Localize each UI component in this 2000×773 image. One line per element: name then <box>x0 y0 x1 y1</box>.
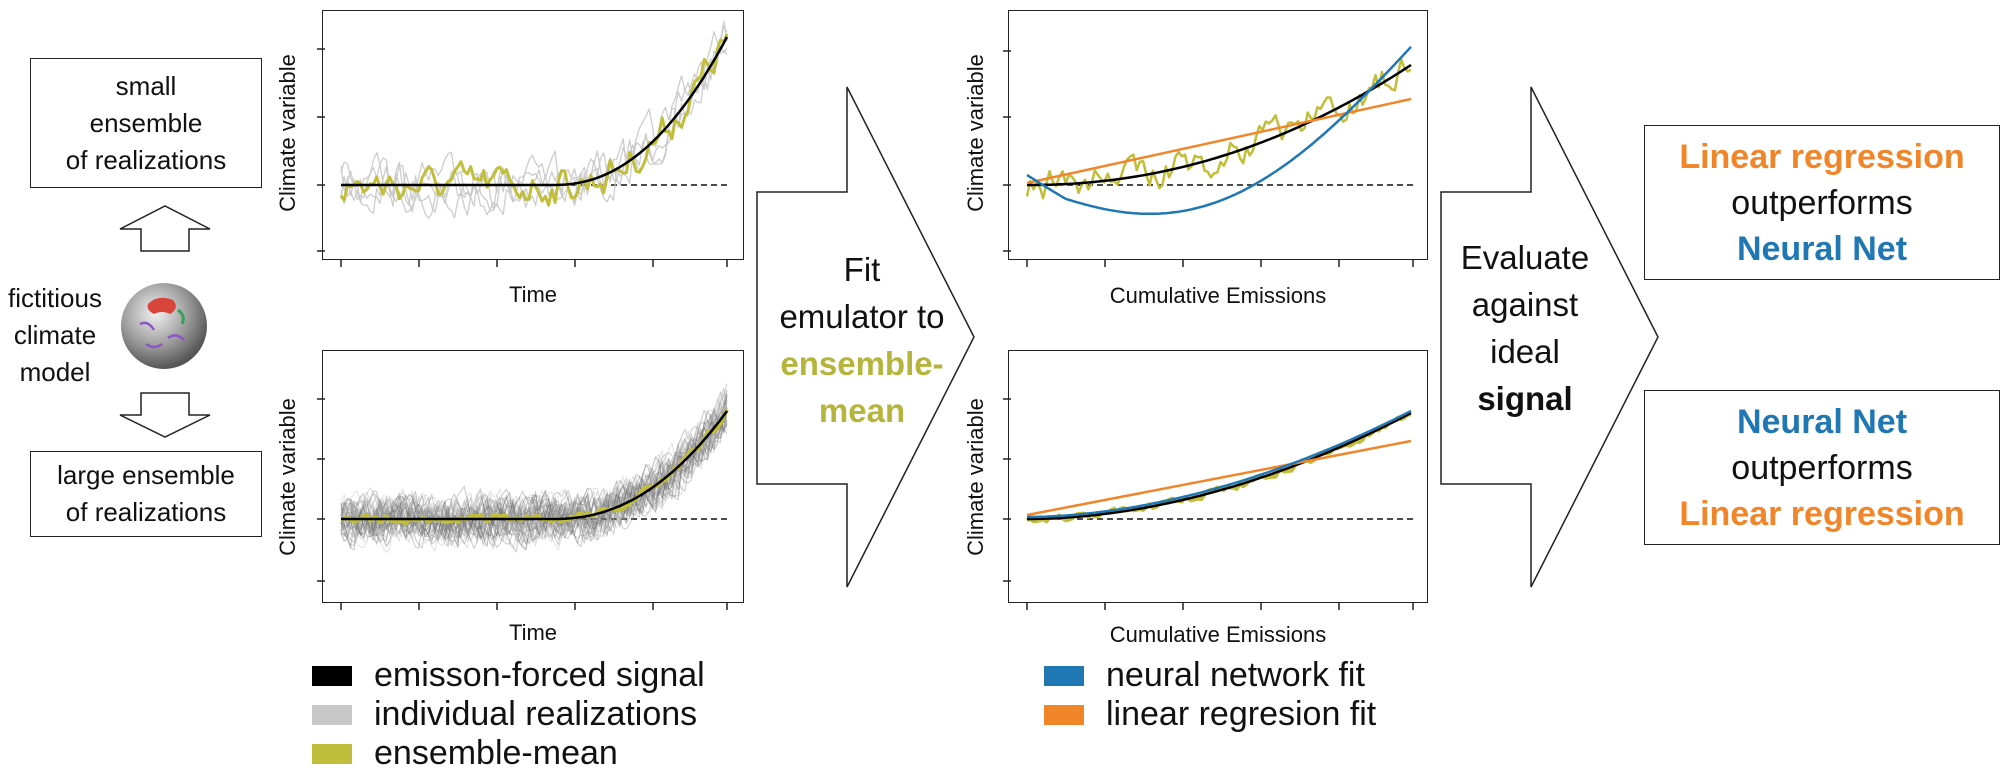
plot-small-ensemble <box>317 10 744 267</box>
legend-item-realizations: individual realizations <box>312 695 697 734</box>
realization-line <box>340 397 728 547</box>
small-ensemble-line3: of realizations <box>65 144 227 175</box>
fit-emulator-line1: Fit <box>843 251 881 288</box>
realization-line <box>340 421 728 547</box>
realization-line <box>340 424 728 549</box>
fit-emulator-line3: ensemble- <box>780 345 944 382</box>
realization-line <box>340 409 728 547</box>
small-ensemble-box: small ensemble of realizations <box>30 58 262 188</box>
fit-emulator-arrow <box>756 86 975 588</box>
realization-line <box>340 412 728 544</box>
plot-large-fit <box>1003 350 1428 610</box>
realization-line <box>340 407 728 546</box>
plot-large-fit-canvas <box>1003 398 1415 610</box>
result-bottom-line3: Linear regression <box>1679 494 1965 533</box>
legend-swatch-ensemble-mean <box>312 743 352 764</box>
x-axis-label-emissions-top: Cumulative Emissions <box>1109 283 1327 308</box>
realization-line <box>340 391 728 552</box>
evaluate-arrow <box>1440 86 1659 588</box>
legend-label-ensemble-mean: ensemble-mean <box>374 734 618 772</box>
fit-emulator-line4: mean <box>818 392 906 429</box>
realization-line <box>340 393 728 541</box>
legend-label-signal: emisson-forced signal <box>374 656 705 694</box>
signal-line <box>1027 63 1412 187</box>
realization-line <box>340 395 728 545</box>
ensemble-mean-line <box>1026 412 1412 524</box>
y-axis-label: Climate variable <box>275 398 300 556</box>
legend-swatch-linear <box>1044 704 1084 725</box>
legend-item-signal: emisson-forced signal <box>312 656 705 695</box>
realization-line <box>340 400 728 550</box>
x-axis-label-time-top: Time <box>508 282 558 307</box>
evaluate-line4: signal <box>1477 380 1573 417</box>
realization-line <box>340 413 728 547</box>
legend-swatch-neural-net <box>1044 665 1084 686</box>
plot-large-ensemble <box>317 350 744 610</box>
legend-item-linear: linear regresion fit <box>1044 695 1376 734</box>
plot-small-fit-canvas <box>1003 45 1415 267</box>
y-axis-label: Climate variable <box>275 54 300 212</box>
evaluate-text: Evaluate against ideal signal <box>1436 234 1614 422</box>
fit-emulator-line2: emulator to <box>779 298 945 335</box>
realization-line <box>340 407 728 545</box>
plot-small-fit <box>1003 10 1428 267</box>
plot-large-ensemble-canvas <box>317 383 731 610</box>
realization-line <box>340 387 728 537</box>
signal-line <box>1027 411 1412 521</box>
model-label-line1: fictitious <box>8 283 102 313</box>
realization-line <box>340 424 728 543</box>
realization-line <box>340 403 728 548</box>
legend-swatch-signal <box>312 665 352 686</box>
y-axis-label: Climate variable <box>963 54 988 212</box>
legend-label-realizations: individual realizations <box>374 695 698 733</box>
result-bottom-line2: outperforms <box>1731 448 1913 487</box>
linear-fit-line <box>1026 439 1412 517</box>
legend-item-ensemble-mean: ensemble-mean <box>312 734 618 773</box>
result-box-bottom: Neural Net outperforms Linear regression <box>1644 390 2000 545</box>
result-bottom-line1: Neural Net <box>1736 402 1908 441</box>
realization-line <box>340 419 728 553</box>
realization-line <box>340 388 728 542</box>
evaluate-line2: against <box>1471 286 1579 323</box>
realization-line <box>340 390 728 548</box>
plot-small-ensemble-canvas <box>317 20 731 267</box>
realization-line <box>340 45 728 219</box>
neural-net-fit-line <box>1026 45 1412 216</box>
legend-label-linear: linear regresion fit <box>1106 695 1377 733</box>
small-ensemble-line1: small <box>115 70 177 101</box>
result-top-line1: Linear regression <box>1679 137 1965 176</box>
result-box-top: Linear regression outperforms Neural Net <box>1644 125 2000 280</box>
ensemble-mean-line <box>1025 58 1412 200</box>
result-top-line2: outperforms <box>1731 183 1913 222</box>
legend-swatch-realizations <box>312 704 352 725</box>
result-top-line3: Neural Net <box>1736 229 1908 268</box>
large-ensemble-line2: of realizations <box>65 497 227 527</box>
realization-line <box>340 420 728 543</box>
legend-label-neural-net: neural network fit <box>1106 656 1365 694</box>
model-label: fictitious climate model <box>0 280 110 391</box>
large-ensemble-box: large ensemble of realizations <box>30 451 262 537</box>
down-arrow-icon <box>119 392 211 438</box>
realization-line <box>340 412 728 553</box>
legend-item-neural-net: neural network fit <box>1044 656 1365 695</box>
x-axis-label-emissions-bottom: Cumulative Emissions <box>1109 622 1327 647</box>
neural-net-fit-line <box>1027 409 1412 519</box>
model-label-line2: climate <box>13 320 97 350</box>
realization-line <box>340 412 728 543</box>
large-ensemble-line1: large ensemble <box>57 460 235 490</box>
signal-line <box>341 36 729 187</box>
signal-line <box>341 410 729 521</box>
x-axis-label-time-bottom: Time <box>508 620 558 645</box>
evaluate-line3: ideal <box>1490 333 1560 370</box>
model-label-line3: model <box>19 357 91 387</box>
realization-line <box>340 412 728 544</box>
realization-line <box>340 25 728 219</box>
evaluate-line1: Evaluate <box>1460 239 1590 276</box>
up-arrow-icon <box>119 205 211 252</box>
globe-icon <box>121 283 207 369</box>
y-axis-label: Climate variable <box>963 398 988 556</box>
fit-emulator-text: Fit emulator to ensemble- mean <box>752 246 972 434</box>
small-ensemble-line2: ensemble <box>89 107 203 138</box>
realization-line <box>340 412 728 546</box>
